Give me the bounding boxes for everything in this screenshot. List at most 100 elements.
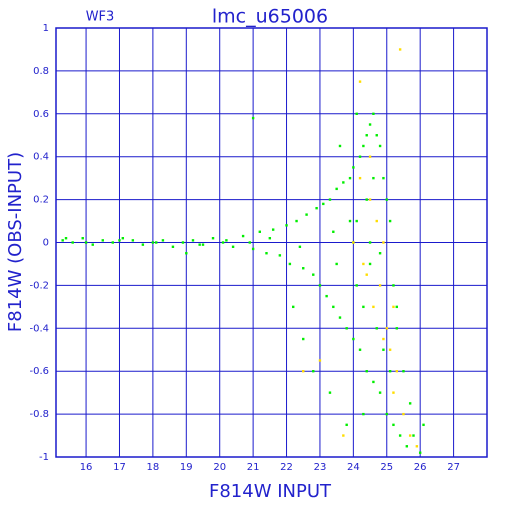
point [368, 198, 372, 201]
point [241, 234, 245, 238]
point [84, 241, 88, 244]
point [345, 423, 348, 427]
point [375, 134, 378, 137]
point [422, 423, 425, 427]
point [375, 327, 378, 330]
point [378, 391, 382, 394]
point [352, 337, 355, 341]
x-axis-label: F814W INPUT [209, 481, 332, 502]
point [211, 237, 215, 240]
point [392, 284, 395, 287]
point [315, 206, 318, 210]
point [332, 230, 335, 233]
point [342, 434, 345, 437]
point [251, 247, 255, 251]
x-tick-label: 25 [380, 462, 393, 473]
x-tick-label: 26 [414, 462, 427, 473]
point [328, 391, 332, 394]
point [358, 80, 362, 83]
point [225, 239, 228, 242]
point [171, 245, 175, 248]
point [378, 144, 382, 148]
x-tick-label: 19 [180, 462, 193, 473]
point [318, 284, 322, 287]
point [362, 262, 365, 266]
point [358, 176, 362, 180]
point [288, 262, 292, 266]
point [285, 224, 288, 227]
x-tick-label: 23 [314, 462, 327, 473]
point [295, 219, 298, 223]
point [338, 316, 342, 319]
point [64, 237, 68, 240]
point [161, 239, 165, 242]
point [378, 284, 382, 287]
x-tick-label: 20 [213, 462, 226, 473]
y-tick-label: 0.8 [33, 66, 49, 77]
point [312, 370, 315, 373]
point [408, 402, 412, 405]
point [385, 412, 388, 416]
y-tick-label: 0.2 [33, 195, 49, 206]
point [121, 237, 125, 240]
y-tick-label: -1 [39, 452, 49, 463]
point [372, 176, 375, 180]
point [221, 241, 225, 244]
x-tick-label: 21 [247, 462, 260, 473]
point [298, 245, 302, 248]
point [372, 305, 375, 309]
x-tick-label: 17 [113, 462, 126, 473]
point [395, 370, 398, 373]
point [355, 284, 358, 287]
point [365, 134, 368, 137]
point [365, 370, 368, 373]
point [408, 434, 412, 437]
point [151, 241, 155, 244]
point [415, 445, 419, 448]
chart-title: lmc_u65006 [212, 6, 328, 28]
x-tick-label: 22 [280, 462, 293, 473]
point [81, 237, 84, 240]
point [335, 262, 338, 266]
point [398, 434, 402, 437]
x-tick-label: 16 [80, 462, 93, 473]
point [412, 434, 415, 437]
point [342, 181, 345, 184]
y-tick-label: -0.8 [29, 409, 49, 420]
point [392, 305, 395, 309]
point [345, 327, 348, 330]
point [358, 155, 362, 158]
point [155, 241, 158, 244]
point [265, 252, 268, 255]
point [418, 451, 422, 454]
point [362, 412, 365, 416]
point [111, 241, 114, 244]
point [141, 243, 145, 246]
point [395, 305, 398, 309]
point [368, 262, 372, 266]
point [271, 228, 275, 231]
point [348, 219, 352, 223]
point [185, 252, 188, 255]
point [335, 187, 338, 191]
point [302, 337, 305, 341]
y-axis-label: F814W (OBS-INPUT) [5, 152, 26, 332]
point [181, 241, 185, 244]
point [118, 239, 121, 242]
point [91, 243, 94, 246]
point [258, 230, 262, 233]
point [278, 254, 282, 257]
point [372, 380, 375, 384]
point [382, 176, 385, 180]
point [61, 239, 64, 242]
point [362, 144, 365, 148]
x-tick-label: 18 [147, 462, 160, 473]
point [352, 166, 355, 169]
point [355, 219, 358, 223]
x-tick-label: 24 [347, 462, 360, 473]
point [368, 155, 372, 158]
point [131, 239, 135, 242]
point [382, 348, 385, 351]
point [292, 305, 295, 309]
point [365, 198, 368, 201]
